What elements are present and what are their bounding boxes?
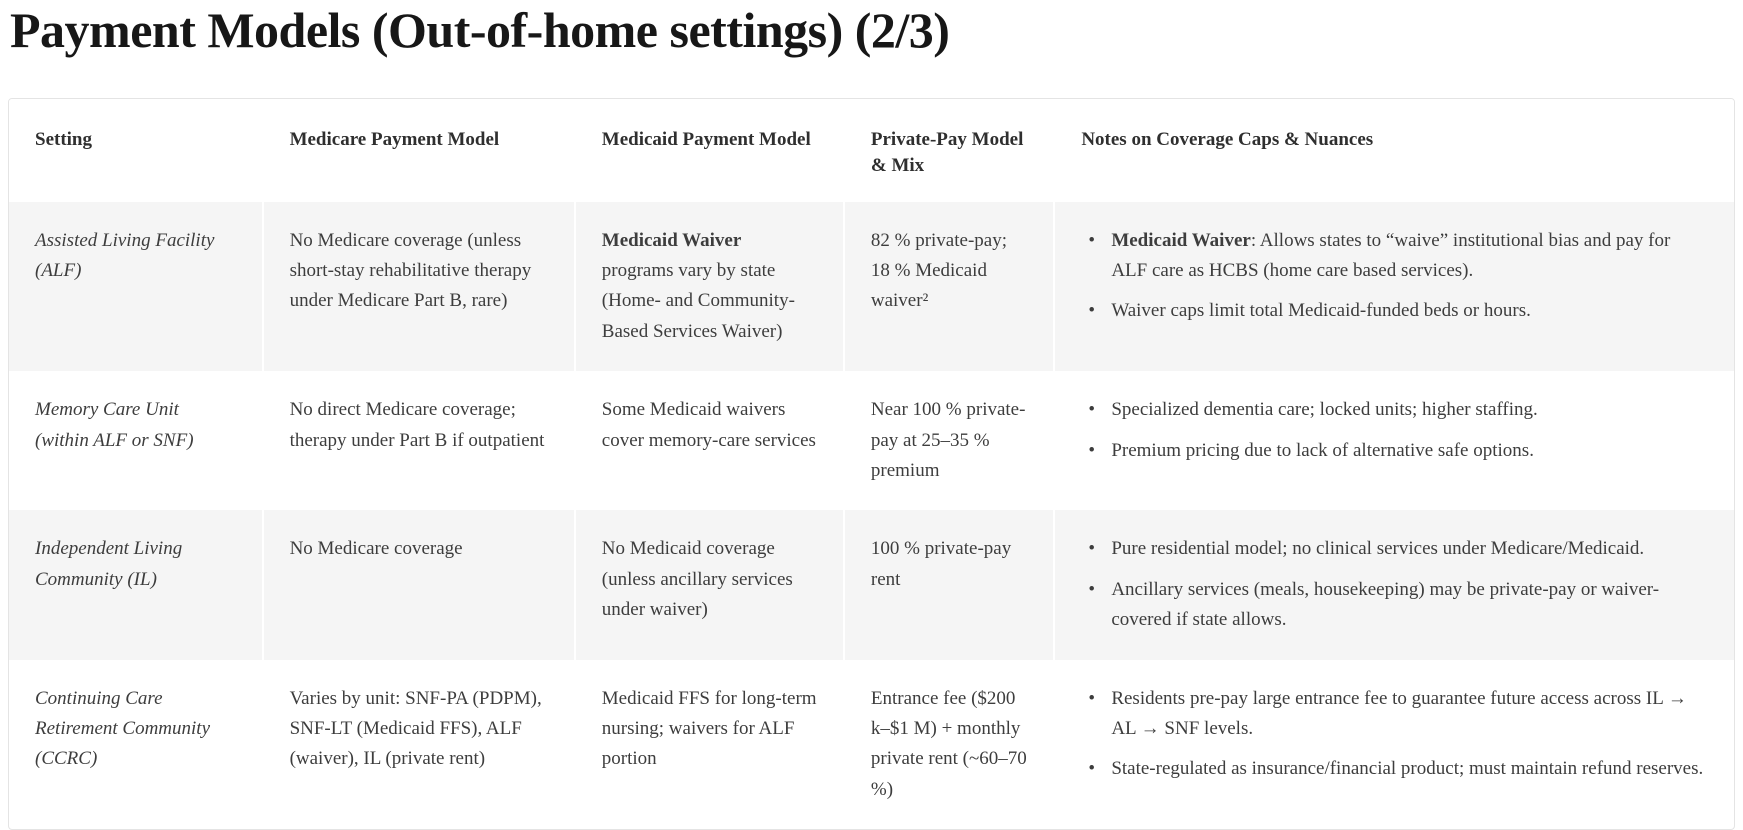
note-item: Ancillary services (meals, housekeeping)… bbox=[1081, 575, 1708, 636]
medicare-cell: Varies by unit: SNF-PA (PDPM), SNF-LT (M… bbox=[263, 660, 575, 830]
table-row-independent-living: Independent Living Community (IL) No Med… bbox=[9, 510, 1734, 659]
medicaid-cell: Medicaid FFS for long-term nursing; waiv… bbox=[575, 660, 844, 830]
header-cell-notes: Notes on Coverage Caps & Nuances bbox=[1054, 99, 1734, 202]
medicare-cell: No direct Medicare coverage; therapy und… bbox=[263, 371, 575, 510]
note-item: Residents pre-pay large entrance fee to … bbox=[1081, 684, 1708, 745]
medicare-text: No Medicare coverage bbox=[290, 538, 463, 559]
notes-cell: Pure residential model; no clinical serv… bbox=[1054, 510, 1734, 659]
medicaid-cell: Some Medicaid waivers cover memory-care … bbox=[575, 371, 844, 510]
notes-cell: Medicaid Waiver: Allows states to “waive… bbox=[1054, 202, 1734, 372]
header-cell-medicaid: Medicaid Payment Model bbox=[575, 99, 844, 202]
medicare-cell: No Medicare coverage bbox=[263, 510, 575, 659]
payment-models-table: Setting Medicare Payment Model Medicaid … bbox=[8, 98, 1735, 830]
note-item: Specialized dementia care; locked units;… bbox=[1081, 395, 1708, 425]
note-item: Pure residential model; no clinical serv… bbox=[1081, 534, 1708, 564]
medicaid-text: Medicaid FFS for long-term nursing; waiv… bbox=[602, 688, 817, 770]
notes-cell: Residents pre-pay large entrance fee to … bbox=[1054, 660, 1734, 830]
note-bold-text: Medicaid Waiver bbox=[1111, 230, 1251, 251]
medicare-text: No direct Medicare coverage; therapy und… bbox=[290, 399, 545, 450]
page-title: Payment Models (Out-of-home settings) (2… bbox=[8, 0, 1735, 60]
notes-cell: Specialized dementia care; locked units;… bbox=[1054, 371, 1734, 510]
medicaid-cell: Medicaid Waiver programs vary by state (… bbox=[575, 202, 844, 372]
header-cell-setting: Setting bbox=[9, 99, 263, 202]
medicaid-text: programs vary by state (Home- and Commun… bbox=[602, 260, 795, 342]
note-item: State-regulated as insurance/financial p… bbox=[1081, 754, 1708, 784]
table-row-alf: Assisted Living Facility (ALF) No Medica… bbox=[9, 202, 1734, 372]
private-pay-cell: Near 100 % private-pay at 25–35 % premiu… bbox=[844, 371, 1054, 510]
note-text: Pure residential model; no clinical serv… bbox=[1111, 538, 1644, 559]
note-text: Premium pricing due to lack of alternati… bbox=[1111, 440, 1534, 461]
note-item: Premium pricing due to lack of alternati… bbox=[1081, 436, 1708, 466]
medicaid-cell: No Medicaid coverage (unless ancillary s… bbox=[575, 510, 844, 659]
note-text: State-regulated as insurance/financial p… bbox=[1111, 758, 1703, 779]
note-text: Specialized dementia care; locked units;… bbox=[1111, 399, 1537, 420]
medicare-text: Varies by unit: SNF-PA (PDPM), SNF-LT (M… bbox=[290, 688, 542, 770]
medicaid-text: No Medicaid coverage (unless ancillary s… bbox=[602, 538, 793, 620]
private-pay-cell: Entrance fee ($200 k–$1 M) + monthly pri… bbox=[844, 660, 1054, 830]
notes-list: Medicaid Waiver: Allows states to “waive… bbox=[1081, 226, 1708, 327]
private-pay-cell: 100 % private-pay rent bbox=[844, 510, 1054, 659]
setting-cell: Assisted Living Facility (ALF) bbox=[9, 202, 263, 372]
setting-cell: Memory Care Unit (within ALF or SNF) bbox=[9, 371, 263, 510]
table-row-memory-care: Memory Care Unit (within ALF or SNF) No … bbox=[9, 371, 1734, 510]
note-text: Residents pre-pay large entrance fee to … bbox=[1111, 688, 1687, 739]
setting-cell: Continuing Care Retirement Community (CC… bbox=[9, 660, 263, 830]
notes-list: Residents pre-pay large entrance fee to … bbox=[1081, 684, 1708, 785]
medicare-cell: No Medicare coverage (unless short-stay … bbox=[263, 202, 575, 372]
payment-table: Setting Medicare Payment Model Medicaid … bbox=[9, 99, 1734, 830]
notes-list: Pure residential model; no clinical serv… bbox=[1081, 534, 1708, 635]
private-pay-cell: 82 % private-pay; 18 % Medicaid waiver² bbox=[844, 202, 1054, 372]
note-item: Waiver caps limit total Medicaid-funded … bbox=[1081, 296, 1708, 326]
note-text: Ancillary services (meals, housekeeping)… bbox=[1111, 579, 1659, 630]
medicaid-text: Some Medicaid waivers cover memory-care … bbox=[602, 399, 816, 450]
note-text: Waiver caps limit total Medicaid-funded … bbox=[1111, 300, 1531, 321]
setting-cell: Independent Living Community (IL) bbox=[9, 510, 263, 659]
header-cell-medicare: Medicare Payment Model bbox=[263, 99, 575, 202]
medicare-text: No Medicare coverage (unless short-stay … bbox=[290, 230, 532, 312]
table-header-row: Setting Medicare Payment Model Medicaid … bbox=[9, 99, 1734, 202]
note-item: Medicaid Waiver: Allows states to “waive… bbox=[1081, 226, 1708, 287]
notes-list: Specialized dementia care; locked units;… bbox=[1081, 395, 1708, 466]
medicaid-bold-text: Medicaid Waiver bbox=[602, 230, 742, 251]
header-cell-private-pay: Private-Pay Model & Mix bbox=[844, 99, 1054, 202]
table-row-ccrc: Continuing Care Retirement Community (CC… bbox=[9, 660, 1734, 830]
